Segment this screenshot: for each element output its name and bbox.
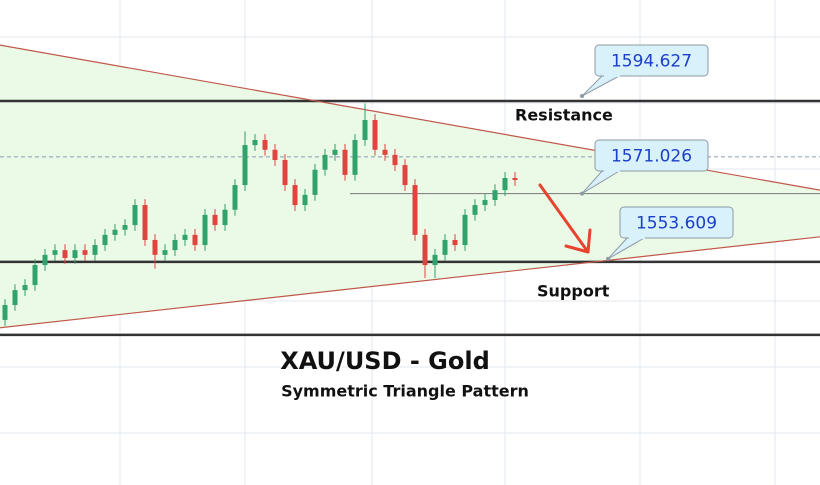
candle-body [252, 139, 258, 146]
callout-value: 1571.026 [611, 147, 692, 167]
candle-body [482, 199, 488, 206]
callout-dot [580, 94, 584, 99]
candle-body [342, 149, 348, 175]
trendline [0, 236, 820, 329]
candle-body [152, 239, 158, 255]
candle-body [2, 305, 8, 320]
candle-body [12, 290, 18, 306]
arrow [538, 183, 592, 254]
candle-body [52, 250, 58, 255]
chart-title: XAU/USD - Gold [280, 347, 490, 375]
candle-body [292, 185, 298, 206]
callout-seam [604, 74, 620, 77]
candle-body [142, 205, 148, 240]
triangle-area [0, 45, 820, 328]
callout-box [594, 44, 709, 77]
candle-body [322, 154, 328, 170]
callout-value: 1594.627 [611, 52, 692, 72]
candle-body [222, 209, 228, 226]
candle-body [312, 169, 318, 195]
candle-body [202, 214, 208, 246]
level-label: Resistance [515, 106, 613, 125]
candle-body [132, 205, 138, 226]
callout-dot [606, 256, 610, 261]
candle-body [402, 165, 408, 186]
candle-body [242, 145, 248, 186]
candle-body [122, 225, 128, 230]
candle-body [82, 250, 88, 255]
candle-body [172, 239, 178, 251]
callout-value: 1553.609 [636, 214, 717, 234]
callout-box [619, 206, 734, 239]
callout-box [594, 139, 709, 172]
candle-body [72, 250, 78, 258]
candle-body [382, 149, 388, 155]
candle-body [272, 149, 278, 160]
candle-body [232, 185, 238, 210]
candle-body [372, 119, 378, 150]
candle-body [102, 234, 108, 246]
chart-subtitle: Symmetric Triangle Pattern [281, 382, 529, 401]
candle-body [492, 190, 498, 200]
candle-body [422, 234, 428, 266]
candle-body [442, 239, 448, 255]
candle-body [462, 214, 468, 246]
candle-body [472, 205, 478, 215]
candle-body [22, 285, 28, 291]
candle-body [332, 149, 338, 155]
candle-body [302, 194, 308, 206]
candle-body [182, 234, 188, 240]
candle-body [352, 139, 358, 175]
candle-body [432, 254, 438, 266]
candle-body [412, 185, 418, 235]
candle-body [262, 139, 268, 150]
candle-body [192, 234, 198, 246]
candle-body [42, 254, 48, 266]
candle-body [502, 178, 508, 191]
candle-body [162, 250, 168, 255]
level-label: Support [537, 281, 610, 300]
candle-body [362, 119, 368, 140]
plot: Resistance Support 1594.627 1571.026 1553.60… [0, 44, 820, 337]
candle-body [452, 239, 458, 246]
candle-body [62, 250, 68, 258]
candle-body [512, 178, 518, 180]
candle-body [112, 229, 118, 235]
callout-dot [580, 191, 584, 196]
callout-seam [629, 236, 645, 239]
candle-body [212, 214, 218, 226]
candle-body [392, 154, 398, 166]
candle-body [282, 159, 288, 186]
candle-body [92, 245, 98, 255]
candle-body [32, 265, 38, 286]
callout-seam [604, 169, 620, 172]
